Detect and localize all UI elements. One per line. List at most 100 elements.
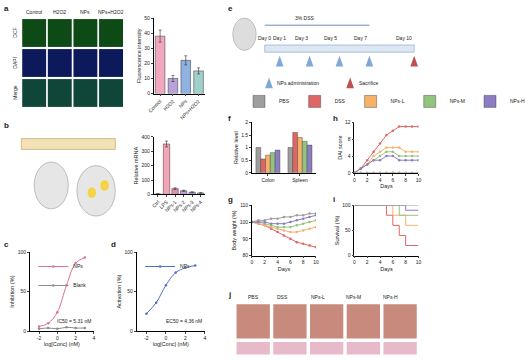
svg-text:80: 80 — [243, 252, 249, 258]
svg-text:2: 2 — [366, 259, 369, 265]
svg-text:300: 300 — [142, 148, 151, 154]
svg-text:Sacrifice: Sacrifice — [359, 80, 378, 86]
svg-text:3% DSS: 3% DSS — [295, 15, 315, 21]
svg-text:0: 0 — [147, 90, 150, 96]
svg-text:NPs administration: NPs administration — [277, 80, 319, 86]
svg-text:DSS: DSS — [335, 98, 346, 104]
svg-text:NPs-M: NPs-M — [450, 98, 465, 104]
svg-text:6: 6 — [391, 177, 394, 183]
svg-text:40: 40 — [144, 30, 150, 36]
svg-text:Day 1: Day 1 — [273, 35, 286, 41]
svg-text:2: 2 — [263, 259, 266, 265]
svg-text:12: 12 — [345, 119, 351, 125]
svg-text:DSS: DSS — [277, 294, 288, 300]
svg-text:90: 90 — [243, 236, 249, 242]
svg-text:g: g — [228, 195, 233, 204]
svg-text:-2: -2 — [144, 335, 149, 341]
svg-text:c: c — [4, 240, 9, 249]
svg-text:0: 0 — [251, 259, 254, 265]
svg-text:4: 4 — [379, 177, 382, 183]
svg-text:Merge: Merge — [12, 85, 18, 99]
svg-text:log[Conc] (nM): log[Conc] (nM) — [44, 341, 80, 347]
svg-text:6: 6 — [289, 259, 292, 265]
svg-text:2: 2 — [366, 177, 369, 183]
svg-text:4: 4 — [276, 259, 279, 265]
svg-text:8: 8 — [404, 177, 407, 183]
svg-text:Control: Control — [147, 98, 163, 114]
svg-text:NPs: NPs — [177, 98, 188, 109]
svg-text:0: 0 — [353, 177, 356, 183]
svg-text:0: 0 — [348, 252, 351, 258]
svg-text:400: 400 — [142, 134, 151, 140]
svg-text:NPs-H: NPs-H — [383, 294, 398, 300]
svg-text:Body weight (%): Body weight (%) — [231, 210, 237, 250]
svg-text:PBS: PBS — [279, 98, 290, 104]
svg-text:0: 0 — [165, 335, 168, 341]
svg-text:100: 100 — [142, 177, 151, 183]
svg-text:10: 10 — [416, 259, 422, 265]
svg-text:DAI score: DAI score — [337, 136, 343, 160]
svg-text:0.5: 0.5 — [241, 157, 248, 163]
svg-text:50: 50 — [345, 227, 351, 233]
svg-text:log[Conc] (nM): log[Conc] (nM) — [153, 341, 189, 347]
svg-text:0: 0 — [348, 170, 351, 176]
svg-text:NPs+H2O2: NPs+H2O2 — [98, 9, 124, 15]
svg-text:i: i — [333, 195, 335, 204]
svg-text:Relative mRNA: Relative mRNA — [133, 146, 139, 184]
svg-text:1.5: 1.5 — [241, 132, 248, 138]
svg-text:Day 3: Day 3 — [295, 35, 308, 41]
svg-text:6: 6 — [391, 259, 394, 265]
svg-text:4: 4 — [348, 153, 351, 159]
svg-text:PBS: PBS — [248, 294, 259, 300]
svg-text:NPs-L: NPs-L — [311, 294, 325, 300]
svg-text:0: 0 — [130, 328, 133, 334]
svg-text:NPs: NPs — [73, 263, 83, 269]
svg-text:EC50 = 4.36 nM: EC50 = 4.36 nM — [166, 318, 202, 324]
svg-text:Colon: Colon — [261, 177, 274, 183]
svg-text:Activation (%): Activation (%) — [116, 274, 122, 308]
svg-text:2: 2 — [74, 335, 77, 341]
svg-text:Survival (%): Survival (%) — [334, 215, 340, 245]
svg-text:NPs+H2O2: NPs+H2O2 — [179, 98, 201, 120]
svg-text:DCF: DCF — [12, 27, 18, 37]
svg-text:50: 50 — [127, 288, 133, 294]
svg-text:10: 10 — [144, 75, 150, 81]
svg-text:Blank: Blank — [73, 282, 86, 288]
svg-text:LPS: LPS — [158, 198, 169, 209]
svg-text:Days: Days — [380, 183, 393, 189]
svg-text:30: 30 — [144, 45, 150, 51]
svg-text:H2O2: H2O2 — [53, 9, 66, 15]
svg-text:Spleen: Spleen — [292, 177, 308, 183]
svg-text:Days: Days — [278, 266, 291, 272]
svg-text:200: 200 — [142, 162, 151, 168]
svg-text:h: h — [333, 114, 338, 123]
svg-text:10: 10 — [416, 177, 422, 183]
svg-text:50: 50 — [21, 288, 27, 294]
svg-text:100: 100 — [342, 202, 351, 208]
svg-text:d: d — [111, 240, 116, 249]
svg-text:IC50 = 5.31 nM: IC50 = 5.31 nM — [57, 318, 91, 324]
svg-text:Days: Days — [380, 266, 393, 272]
svg-text:Day 10: Day 10 — [396, 35, 412, 41]
svg-text:Relative level: Relative level — [233, 131, 239, 164]
svg-text:0: 0 — [56, 335, 59, 341]
svg-text:e: e — [228, 4, 233, 13]
svg-text:Fluorescence intensity: Fluorescence intensity — [136, 28, 142, 83]
svg-text:20: 20 — [144, 60, 150, 66]
svg-text:NPs-2: NPs-2 — [172, 199, 186, 213]
svg-text:4: 4 — [379, 259, 382, 265]
svg-text:DAPI: DAPI — [12, 57, 18, 69]
svg-text:0: 0 — [23, 328, 26, 334]
svg-text:Ctrl: Ctrl — [151, 199, 161, 209]
svg-text:H2O2: H2O2 — [162, 98, 176, 112]
svg-text:NPs: NPs — [80, 9, 90, 15]
svg-text:100: 100 — [18, 249, 27, 255]
svg-text:8: 8 — [348, 136, 351, 142]
svg-text:NPs-H: NPs-H — [510, 98, 525, 104]
svg-text:100: 100 — [240, 219, 249, 225]
svg-text:Inhibition (%): Inhibition (%) — [9, 275, 15, 307]
svg-text:NPs-L: NPs-L — [391, 98, 405, 104]
svg-text:2: 2 — [184, 335, 187, 341]
svg-text:b: b — [4, 121, 9, 130]
svg-text:j: j — [228, 290, 231, 299]
